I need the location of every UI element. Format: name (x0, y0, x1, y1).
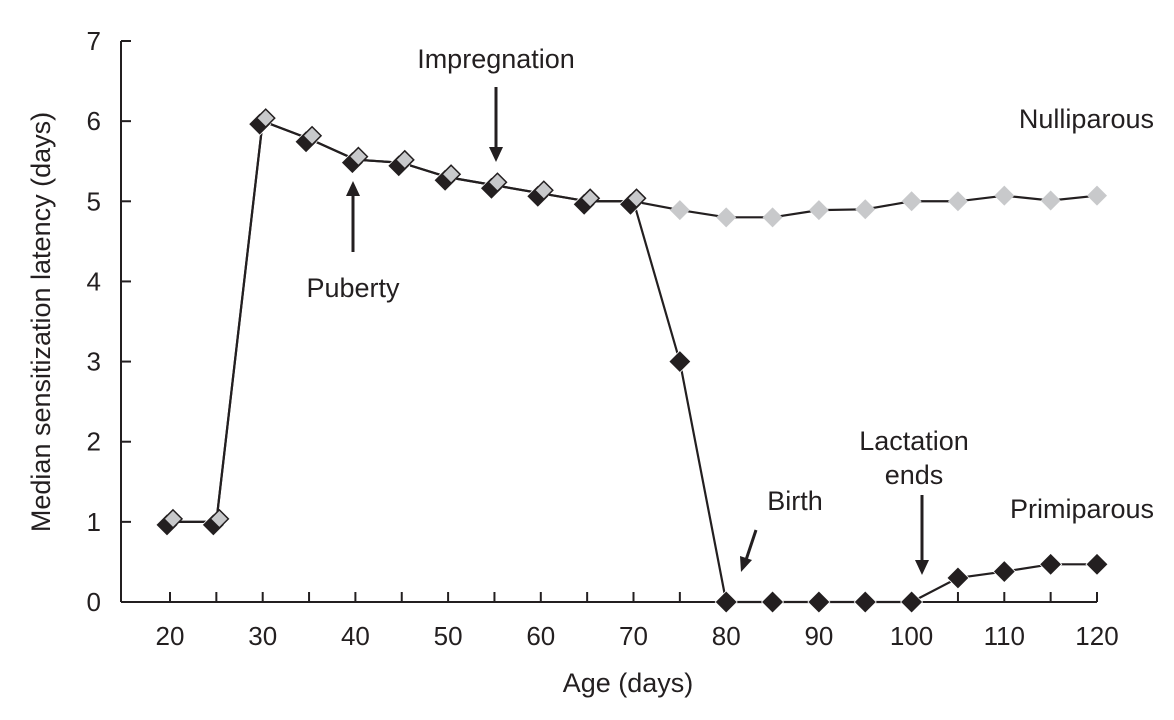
x-tick-label: 30 (248, 621, 277, 651)
series-label-nulliparous: Nulliparous (1019, 104, 1154, 134)
marker-nulliparous (580, 188, 601, 209)
x-tick-label: 120 (1075, 621, 1118, 651)
marker-nulliparous (394, 149, 415, 170)
x-ticks: 20 30 40 50 60 70 80 90 100 110 120 (156, 592, 1119, 651)
x-tick-label: 60 (526, 621, 555, 651)
annotation-lactation-label-line1: Lactation (859, 426, 969, 456)
puberty-arrowhead (346, 181, 360, 196)
annotation-birth: Birth (740, 486, 823, 572)
y-tick-label: 2 (87, 427, 101, 457)
annotation-lactation-label-line2: ends (885, 460, 944, 490)
annotation-impregnation: Impregnation (417, 44, 575, 162)
series-label-primiparous: Primiparous (1010, 494, 1154, 524)
x-axis-title: Age (days) (563, 668, 694, 698)
x-tick-label: 80 (712, 621, 741, 651)
marker-nulliparous (808, 200, 829, 221)
marker-primiparous (1085, 552, 1109, 576)
x-tick-label: 100 (890, 621, 933, 651)
marker-nulliparous (255, 108, 276, 129)
y-tick-label: 5 (87, 186, 101, 216)
y-tick-label: 7 (87, 26, 101, 56)
x-tick-label: 20 (156, 621, 185, 651)
annotation-impregnation-label: Impregnation (417, 44, 575, 74)
marker-primiparous (992, 559, 1016, 584)
marker-primiparous (1039, 552, 1063, 576)
impregnation-arrowhead (489, 147, 503, 162)
marker-nulliparous (994, 185, 1015, 206)
marker-nulliparous (487, 172, 508, 193)
annotation-lactation-ends: Lactation ends (859, 426, 969, 575)
marker-primiparous (760, 590, 785, 614)
marker-nulliparous (626, 188, 647, 209)
marker-nulliparous (901, 191, 922, 212)
x-tick-label: 70 (619, 621, 648, 651)
birth-arrow (744, 529, 758, 561)
marker-nulliparous (1087, 185, 1107, 206)
marker-primiparous (668, 350, 692, 374)
marker-nulliparous (855, 199, 876, 220)
marker-nulliparous (301, 125, 323, 146)
marker-primiparous (714, 590, 738, 614)
y-tick-label: 1 (87, 507, 101, 537)
x-tick-label: 110 (984, 621, 1025, 651)
marker-nulliparous (669, 200, 690, 221)
axes (120, 41, 1097, 603)
lactation-arrowhead (915, 560, 929, 575)
x-tick-label: 50 (434, 621, 463, 651)
y-tick-label: 4 (87, 266, 101, 296)
line-nulliparous (170, 119, 1098, 523)
marker-primiparous (946, 566, 970, 590)
y-axis-title: Median sensitization latency (days) (26, 112, 56, 532)
birth-arrowhead (740, 556, 752, 572)
marker-nulliparous (162, 508, 184, 529)
marker-primiparous (853, 590, 877, 614)
annotation-birth-label: Birth (767, 486, 823, 516)
marker-primiparous (900, 590, 924, 614)
y-tick-label: 6 (87, 106, 101, 136)
y-tick-label: 3 (87, 347, 101, 377)
marker-nulliparous (533, 180, 554, 201)
marker-nulliparous (762, 207, 783, 228)
marker-primiparous (807, 590, 831, 614)
marker-nulliparous (209, 508, 230, 529)
marker-nulliparous (947, 191, 968, 212)
marker-nulliparous (716, 207, 737, 228)
marker-nulliparous (348, 146, 369, 167)
y-tick-label: 0 (87, 587, 101, 617)
x-tick-label: 90 (804, 621, 833, 651)
series-markers (155, 108, 1109, 614)
marker-nulliparous (441, 164, 462, 185)
y-ticks: 0 1 2 3 4 5 6 7 (87, 26, 131, 617)
marker-nulliparous (1040, 190, 1061, 211)
annotation-puberty: Puberty (306, 181, 400, 303)
x-tick-label: 40 (341, 621, 370, 651)
annotation-puberty-label: Puberty (306, 273, 400, 303)
